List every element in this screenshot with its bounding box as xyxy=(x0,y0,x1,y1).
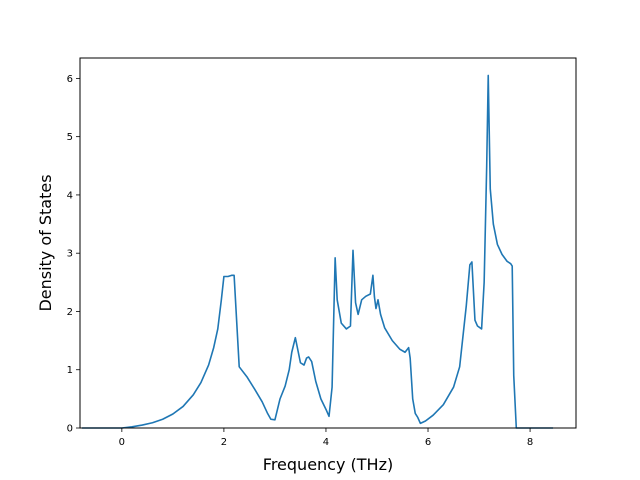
y-axis-ticks: 0 1 2 3 4 5 6 xyxy=(67,74,80,435)
y-tick-label: 2 xyxy=(67,307,73,318)
plot-area xyxy=(80,58,576,428)
x-axis-ticks: 0 2 4 6 8 xyxy=(119,428,533,448)
y-tick-label: 6 xyxy=(67,74,73,85)
plot-frame xyxy=(79,57,577,429)
x-tick-label: 6 xyxy=(425,437,431,448)
y-tick-label: 4 xyxy=(67,190,73,201)
x-tick-label: 4 xyxy=(323,437,329,448)
y-axis-label: Density of States xyxy=(36,174,55,311)
dos-series-line-0 xyxy=(82,74,554,429)
x-tick-label: 8 xyxy=(527,437,533,448)
y-tick-label: 0 xyxy=(67,424,73,435)
x-tick-label: 0 xyxy=(119,437,125,448)
y-tick-label: 5 xyxy=(67,132,73,143)
x-axis-label: Frequency (THz) xyxy=(263,455,393,474)
x-tick-label: 2 xyxy=(221,437,227,448)
y-tick-label: 3 xyxy=(67,249,73,260)
y-tick-label: 1 xyxy=(67,365,73,376)
